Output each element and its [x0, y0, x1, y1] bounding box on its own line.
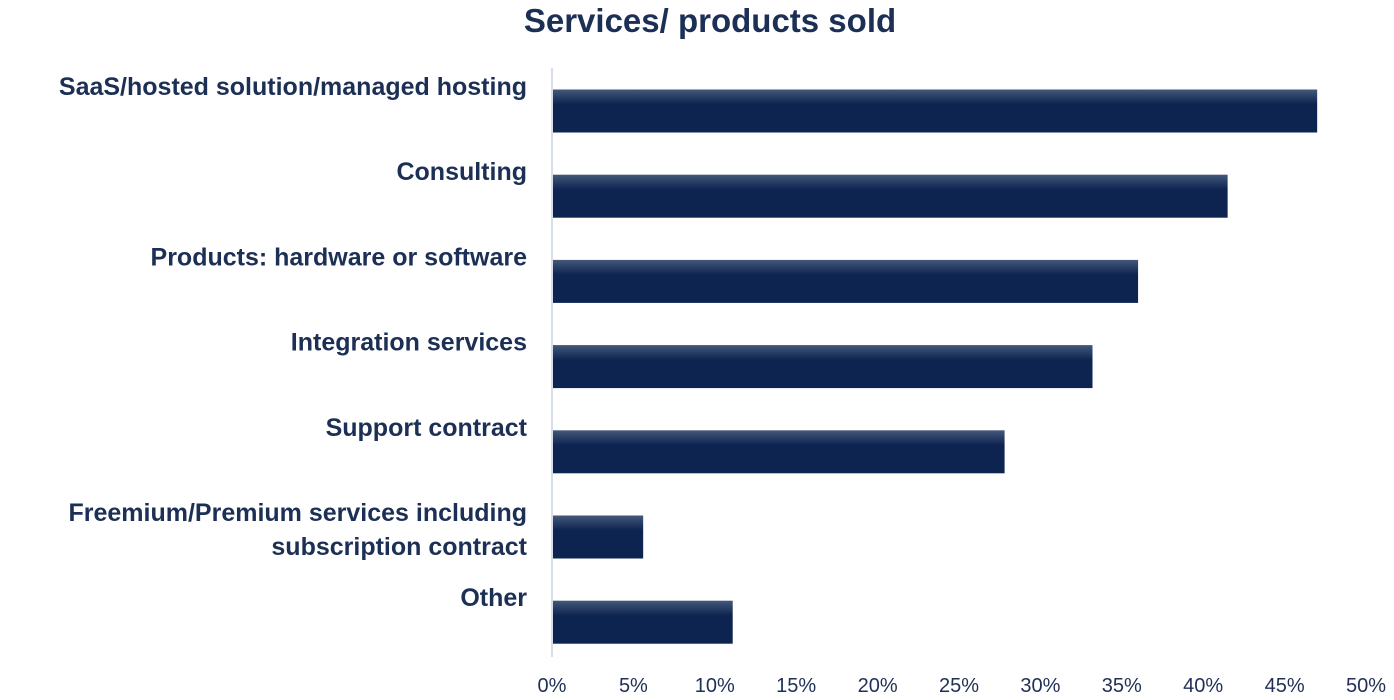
bar-3: [553, 259, 1139, 303]
x-tick-labels: 0% 5% 10% 15% 20% 25% 30% 35% 40% 45% 50%: [538, 675, 1387, 697]
x-tick-label: 45%: [1265, 675, 1305, 697]
bar-6: [553, 515, 644, 559]
category-label: Other: [460, 584, 527, 612]
x-tick-label: 10%: [695, 675, 735, 697]
x-tick-label: 20%: [858, 675, 898, 697]
x-tick-label: 30%: [1020, 675, 1060, 697]
category-label: Integration services: [291, 329, 527, 357]
chart-title: Services/ products sold: [524, 2, 896, 39]
bar-2: [553, 174, 1228, 218]
bar-4: [553, 345, 1093, 389]
x-tick-label: 15%: [776, 675, 816, 697]
bar-1: [553, 89, 1318, 133]
bar-5: [553, 430, 1005, 474]
x-tick-label: 5%: [619, 675, 648, 697]
category-label: SaaS/hosted solution/managed hosting: [59, 73, 527, 101]
bar-7: [553, 600, 733, 644]
x-tick-label: 40%: [1183, 675, 1223, 697]
x-tick-label: 35%: [1102, 675, 1142, 697]
category-labels: SaaS/hosted solution/managed hosting Cons…: [59, 73, 528, 612]
category-label: Support contract: [326, 414, 528, 442]
x-tick-label: 25%: [939, 675, 979, 697]
bars-group: [553, 89, 1318, 644]
category-label: subscription contract: [271, 533, 527, 561]
category-label: Products: hardware or software: [151, 243, 528, 271]
category-label: Freemium/Premium services including: [69, 499, 528, 527]
x-tick-label: 0%: [538, 675, 567, 697]
x-tick-label: 50%: [1346, 675, 1386, 697]
category-label: Consulting: [396, 158, 527, 186]
